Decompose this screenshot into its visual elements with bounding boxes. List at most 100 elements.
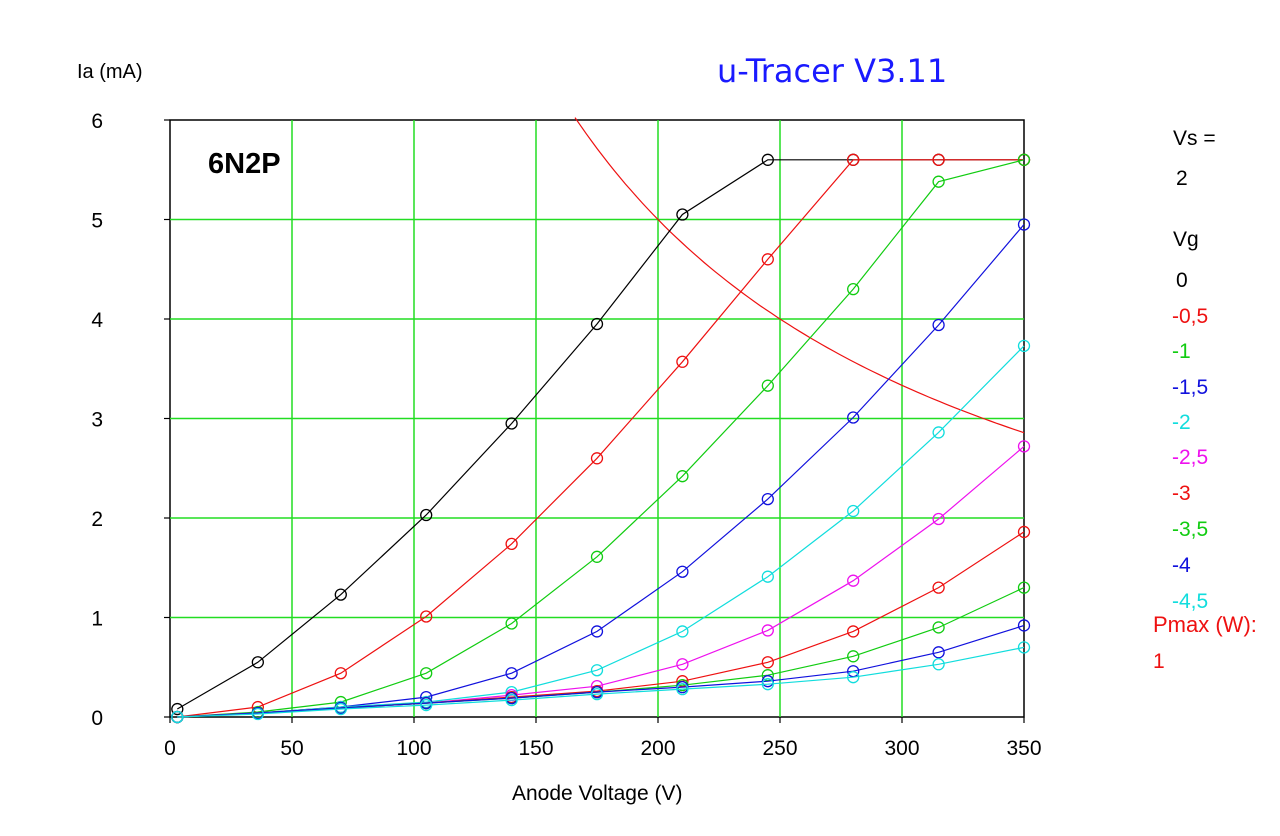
data-point — [932, 426, 945, 439]
vg-label: Vg — [1173, 228, 1199, 251]
legend-entry: -0,5 — [1172, 305, 1209, 328]
data-point — [420, 698, 433, 712]
data-point — [932, 646, 945, 659]
data-point — [505, 667, 518, 680]
data-point — [932, 318, 945, 332]
data-point — [590, 317, 604, 331]
pmax-curve — [574, 117, 1025, 434]
data-point — [334, 588, 347, 601]
data-point — [676, 208, 689, 221]
x-tick-label: 100 — [396, 737, 431, 760]
data-point — [1017, 440, 1031, 453]
data-point — [847, 504, 860, 518]
series-line-4 — [177, 345, 1025, 718]
y-tick-label: 5 — [91, 210, 103, 233]
legend-entry: -3,5 — [1172, 518, 1209, 541]
legend-entry: -4 — [1172, 554, 1191, 577]
x-tick-label: 150 — [518, 737, 553, 760]
x-tick-label: 350 — [1006, 737, 1041, 760]
data-point — [505, 693, 518, 707]
x-axis-label: Anode Voltage (V) — [512, 782, 683, 805]
vs-value: 2 — [1176, 167, 1188, 190]
data-point — [847, 411, 860, 424]
data-point — [1017, 218, 1031, 231]
data-point — [761, 253, 774, 266]
legend-entry: -2 — [1172, 411, 1191, 434]
data-point — [1017, 581, 1031, 594]
data-point — [761, 492, 774, 506]
data-point — [847, 574, 860, 587]
data-point — [171, 702, 184, 716]
data-point — [590, 625, 604, 638]
series-line-5 — [177, 445, 1025, 718]
data-point — [505, 617, 518, 630]
series-line-8 — [177, 624, 1025, 718]
data-point — [932, 175, 945, 188]
data-point — [761, 379, 774, 392]
y-axis-label: Ia (mA) — [77, 61, 143, 83]
pmax-value: 1 — [1153, 650, 1165, 673]
y-tick-label: 6 — [91, 110, 103, 133]
series-line-9 — [177, 646, 1025, 718]
data-point — [590, 550, 604, 563]
x-tick-label: 200 — [640, 737, 675, 760]
y-tick-label: 4 — [91, 309, 103, 332]
y-tick-label: 1 — [91, 608, 103, 631]
data-point — [251, 707, 264, 721]
data-point — [251, 656, 264, 669]
data-point — [847, 153, 860, 166]
data-point — [932, 581, 945, 594]
legend-entry: 0 — [1176, 269, 1188, 292]
x-tick-label: 0 — [164, 737, 176, 760]
data-point — [847, 671, 860, 684]
data-point — [420, 610, 433, 623]
data-point — [761, 624, 774, 637]
pmax-layer — [574, 117, 1025, 434]
data-point — [676, 355, 689, 368]
legend-entry: -1 — [1172, 340, 1191, 363]
x-tick-label: 300 — [884, 737, 919, 760]
data-point — [847, 625, 860, 638]
series-layer — [171, 153, 1031, 724]
series-line-2 — [177, 159, 1025, 718]
data-point — [590, 664, 604, 677]
data-point — [590, 452, 604, 465]
pmax-label: Pmax (W): — [1153, 612, 1257, 637]
chart-title: u-Tracer V3.11 — [717, 52, 948, 90]
data-point — [590, 687, 604, 701]
data-point — [505, 537, 518, 551]
data-point — [676, 565, 689, 578]
x-tick-label: 250 — [762, 737, 797, 760]
y-tick-label: 3 — [91, 409, 103, 432]
data-point — [676, 470, 689, 483]
data-point — [1017, 153, 1031, 166]
data-point — [1017, 525, 1031, 539]
data-point — [761, 570, 774, 583]
series-line-1 — [177, 159, 1024, 718]
data-point — [676, 658, 689, 671]
tube-label: 6N2P — [208, 148, 281, 180]
x-tick-label: 50 — [280, 737, 303, 760]
vs-label: Vs = — [1173, 127, 1216, 150]
data-point — [676, 625, 689, 638]
legend-entry: -4,5 — [1172, 590, 1209, 613]
data-point — [171, 710, 184, 724]
y-tick-label: 0 — [91, 707, 103, 730]
legend-entry: -1,5 — [1172, 376, 1209, 399]
data-point — [932, 658, 945, 671]
data-point — [761, 153, 774, 166]
data-point — [334, 667, 347, 680]
data-point — [761, 675, 774, 688]
data-point — [761, 678, 774, 691]
data-point — [505, 417, 518, 430]
data-point — [932, 512, 945, 526]
data-point — [420, 667, 433, 680]
legend-entry: -3 — [1172, 482, 1191, 505]
tick-layer: 0 50 100 150 200 250 300 350 0 1 2 3 4 5 6 — [91, 110, 1041, 760]
data-point — [1017, 339, 1031, 353]
data-point — [847, 282, 860, 296]
data-point — [932, 621, 945, 634]
data-point — [420, 508, 433, 522]
data-point — [1017, 619, 1031, 632]
